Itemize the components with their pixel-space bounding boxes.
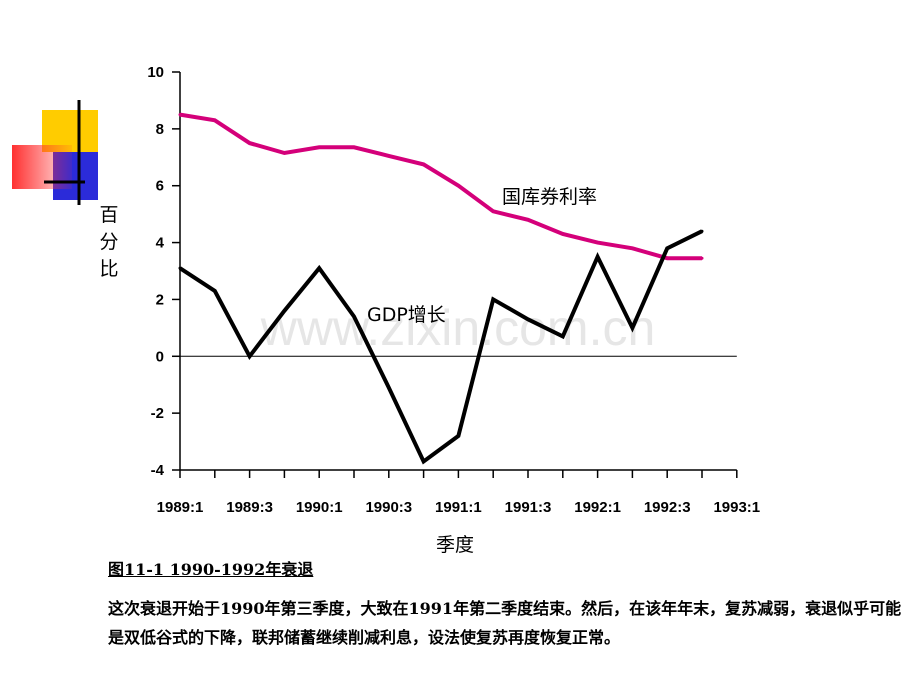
data-point-gdp <box>630 326 634 330</box>
data-point-tbill <box>456 184 460 188</box>
y-tick-label: 10 <box>147 64 164 81</box>
data-point-tbill <box>282 151 286 155</box>
x-tick-label: 1990:1 <box>296 499 343 516</box>
y-tick-label: 4 <box>156 235 165 252</box>
figure-note: 这次衰退开始于1990年第三季度，大致在1991年第二季度结束。然后，在该年年末… <box>108 599 902 647</box>
series-line-tbill <box>179 112 702 261</box>
decorative-squares <box>12 100 98 205</box>
data-point-tbill <box>422 162 426 166</box>
data-point-gdp <box>387 386 391 390</box>
data-point-tbill <box>596 241 600 245</box>
series-line-gdp <box>178 229 703 465</box>
x-tick-label: 1992:3 <box>644 499 691 516</box>
data-point-tbill <box>213 118 217 122</box>
y-axis-label: 百分比 <box>99 204 119 280</box>
data-point-tbill <box>561 232 565 236</box>
data-point-tbill <box>387 154 391 158</box>
series-label-gdp: GDP增长 <box>367 304 446 326</box>
data-point-tbill <box>491 209 495 213</box>
data-point-tbill <box>630 246 634 250</box>
x-tick-label: 1991:3 <box>505 499 552 516</box>
x-tick-label: 1991:1 <box>435 499 482 516</box>
data-point-gdp <box>352 314 356 318</box>
y-tick-label: 8 <box>156 121 164 138</box>
y-tick-label: -4 <box>151 462 165 479</box>
x-tick-label: 1992:1 <box>574 499 621 516</box>
data-point-gdp <box>178 266 182 270</box>
data-point-tbill <box>317 145 321 149</box>
data-point-gdp <box>248 354 252 358</box>
data-point-gdp <box>282 309 286 313</box>
ticks: 10 8 6 4 2 0 -2 -4 1989:1 1989:3 1990:1 1990:3 1991:… <box>147 64 760 516</box>
y-tick-label: 6 <box>156 178 164 195</box>
data-point-tbill <box>248 141 252 145</box>
series-label-tbill: 国库券利率 <box>502 186 598 208</box>
data-point-tbill <box>526 218 530 222</box>
x-tick-label: 1990:3 <box>365 499 412 516</box>
figure-title: 图11-1 1990-1992年衰退 <box>108 560 314 579</box>
x-tick-label: 1993:1 <box>713 499 760 516</box>
x-tick-label: 1989:1 <box>157 499 204 516</box>
line-chart: www.zixin.com.cn 10 8 6 4 2 0 -2 -4 1989:1 1989:3… <box>147 64 760 516</box>
data-point-gdp <box>526 317 530 321</box>
data-point-tbill <box>352 145 356 149</box>
data-point-gdp <box>317 266 321 270</box>
series-lines <box>178 112 704 465</box>
x-tick-label: 1989:3 <box>226 499 273 516</box>
data-point-gdp <box>596 255 600 259</box>
data-point-tbill <box>178 113 182 117</box>
data-point-tbill <box>665 256 669 260</box>
y-tick-label: 0 <box>156 348 164 365</box>
axes <box>179 72 737 471</box>
data-point-gdp <box>561 334 565 338</box>
data-point-gdp <box>213 289 217 293</box>
x-axis-label: 季度 <box>436 534 475 556</box>
data-point-gdp <box>665 246 669 250</box>
y-tick-label: -2 <box>151 405 164 422</box>
watermark: www.zixin.com.cn <box>260 300 656 356</box>
data-point-tbill <box>700 256 704 260</box>
y-tick-label: 2 <box>156 291 164 308</box>
data-point-gdp <box>700 229 704 233</box>
data-point-gdp <box>491 297 495 301</box>
data-point-gdp <box>422 459 426 463</box>
data-point-gdp <box>456 434 460 438</box>
